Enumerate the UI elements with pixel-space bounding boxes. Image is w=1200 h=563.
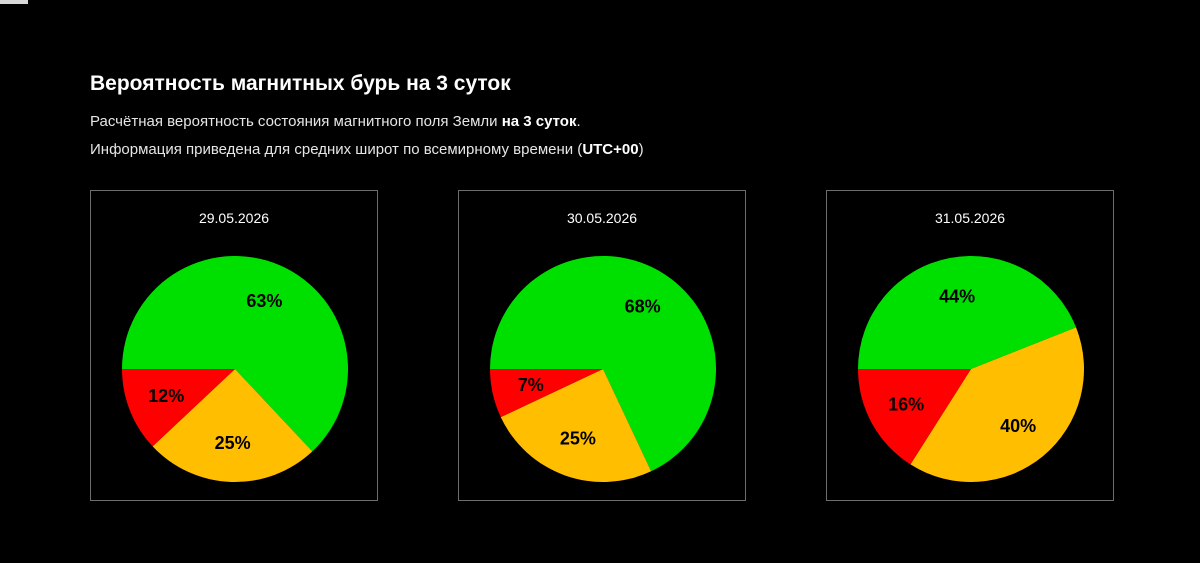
pie-slice-yellow	[910, 327, 1084, 482]
pie-chart-day1: 63% 25% 12%	[122, 256, 348, 482]
pie-chart-day3: 44% 40% 16%	[858, 255, 1084, 482]
forecast-panel-day3: 31.05.2026 44% 40% 16%	[826, 190, 1114, 501]
pie-slice-red	[858, 369, 971, 465]
pie-slice-red	[490, 369, 603, 418]
pie-chart-day2: 68% 25% 7%	[490, 255, 716, 482]
pie-slice-green	[858, 255, 1077, 369]
intro-line-1-bold: на 3 суток	[501, 113, 577, 130]
slice-label-yellow: 25%	[560, 429, 596, 449]
intro-line-2: Информация приведена для средних широт п…	[90, 141, 644, 158]
pie-slice-yellow	[500, 369, 652, 482]
panel-date: 31.05.2026	[934, 210, 1006, 226]
panel-date: 30.05.2026	[566, 210, 638, 226]
slice-label-red: 7%	[518, 375, 544, 395]
intro-line-2-suffix: )	[638, 141, 644, 158]
slice-label-yellow: 40%	[1000, 416, 1036, 436]
forecast-panel-day2: 30.05.2026 68% 25% 7%	[458, 190, 746, 501]
slice-label-red: 16%	[888, 395, 924, 415]
slice-label-yellow: 25%	[215, 433, 251, 453]
corner-mark	[0, 0, 28, 4]
panel-date: 29.05.2026	[198, 210, 270, 226]
pie-slice-green	[122, 256, 348, 452]
slice-label-green: 63%	[246, 291, 282, 311]
intro-line-1-suffix: .	[576, 113, 581, 130]
intro-line-1-text: Расчётная вероятность состояния магнитно…	[90, 113, 502, 130]
slice-label-green: 68%	[625, 297, 661, 317]
page-title: Вероятность магнитных бурь на 3 суток	[90, 72, 511, 95]
forecast-panel-day1: 29.05.2026 63% 25% 12%	[90, 190, 378, 501]
intro-line-2-bold: UTC+00	[582, 141, 639, 158]
intro-line-2-text: Информация приведена для средних широт п…	[90, 141, 583, 158]
pie-slice-red	[122, 369, 235, 447]
pie-slice-yellow	[152, 369, 313, 482]
pie-slice-green	[490, 255, 716, 472]
slice-label-green: 44%	[939, 286, 975, 306]
intro-line-1: Расчётная вероятность состояния магнитно…	[90, 113, 581, 130]
slice-label-red: 12%	[148, 386, 184, 406]
